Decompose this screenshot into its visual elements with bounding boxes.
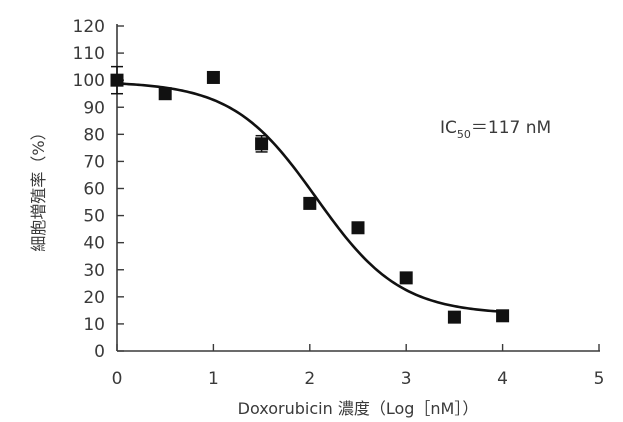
data-point — [255, 137, 268, 150]
ic50-subscript: 50 — [457, 128, 471, 141]
data-points — [111, 71, 510, 324]
data-point — [303, 197, 316, 210]
y-tick-label: 10 — [83, 315, 105, 335]
data-point — [111, 74, 124, 87]
ic50-prefix: IC — [440, 118, 457, 138]
ic50-annotation: IC50＝117 nM — [440, 118, 551, 141]
data-point — [496, 309, 509, 322]
y-tick-label: 60 — [83, 180, 105, 200]
data-point — [352, 221, 365, 234]
x-tick-label: 1 — [208, 369, 219, 389]
axes — [117, 24, 600, 351]
x-tick-label: 2 — [304, 369, 315, 389]
y-tick-label: 70 — [83, 152, 105, 172]
y-tick-label: 100 — [73, 71, 105, 91]
y-tick-label: 40 — [83, 234, 105, 254]
ic50-value: ＝117 nM — [471, 118, 551, 138]
x-tick-label: 3 — [401, 369, 412, 389]
y-tick-label: 80 — [83, 125, 105, 145]
x-tick-label: 5 — [594, 369, 605, 389]
x-tick-label: 0 — [112, 369, 123, 389]
y-tick-label: 20 — [83, 288, 105, 308]
y-tick-label: 30 — [83, 261, 105, 281]
x-tick-label: 4 — [497, 369, 508, 389]
data-point — [400, 271, 413, 284]
y-tick-label: 120 — [73, 17, 105, 37]
y-tick-label: 110 — [73, 44, 105, 64]
y-tick-label: 90 — [83, 98, 105, 118]
x-axis-label: Doxorubicin 濃度（Log［nM］） — [238, 399, 479, 418]
data-point — [207, 71, 220, 84]
error-bars — [111, 67, 268, 152]
y-axis-label: 細胞増殖率（%） — [29, 124, 48, 251]
y-tick-label: 0 — [94, 342, 105, 362]
data-point — [448, 311, 461, 324]
data-point — [159, 87, 172, 100]
y-tick-label: 50 — [83, 207, 105, 227]
